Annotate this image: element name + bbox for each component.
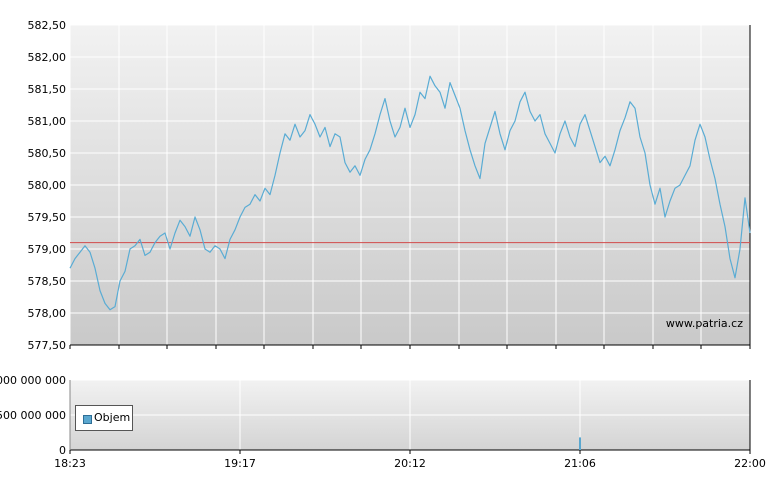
x-tick-label: 21:06 <box>564 457 596 470</box>
x-tick-label: 20:12 <box>394 457 426 470</box>
x-tick-label: 19:17 <box>224 457 256 470</box>
legend-swatch-objem <box>83 415 92 424</box>
price-y-ticks: 582,50 582,00 581,50 581,00 580,50 580,00 579,… <box>28 19 67 352</box>
price-y-tick-label: 582,00 <box>28 51 67 64</box>
x-tick-label: 18:23 <box>54 457 86 470</box>
volume-grid <box>69 379 751 454</box>
price-y-tick-label: 578,00 <box>28 307 67 320</box>
volume-bar <box>579 437 581 450</box>
volume-legend: Objem <box>75 405 133 431</box>
legend-label-objem: Objem <box>94 411 131 424</box>
volume-y-tick-label: 1 000 000 000 <box>0 374 66 387</box>
price-y-tick-label: 581,00 <box>28 115 67 128</box>
price-series <box>69 75 751 311</box>
price-y-tick-label: 578,50 <box>28 275 67 288</box>
price-y-tick-label: 579,50 <box>28 211 67 224</box>
price-grid <box>69 24 751 349</box>
volume-bars <box>579 437 581 450</box>
x-ticks: 18:23 19:17 20:12 21:06 22:00 <box>54 457 766 470</box>
volume-y-tick-label: 0 <box>59 444 66 457</box>
price-y-tick-label: 579,00 <box>28 243 67 256</box>
price-y-tick-label: 581,50 <box>28 83 67 96</box>
price-line <box>69 75 751 311</box>
price-y-tick-label: 580,00 <box>28 179 67 192</box>
price-y-tick-label: 577,50 <box>28 339 67 352</box>
price-y-tick-label: 582,50 <box>28 19 67 32</box>
price-y-tick-label: 580,50 <box>28 147 67 160</box>
x-tick-label: 22:00 <box>734 457 766 470</box>
watermark: www.patria.cz <box>666 317 743 330</box>
volume-y-ticks: 1 000 000 000 500 000 000 0 <box>0 374 66 457</box>
volume-y-tick-label: 500 000 000 <box>0 409 66 422</box>
